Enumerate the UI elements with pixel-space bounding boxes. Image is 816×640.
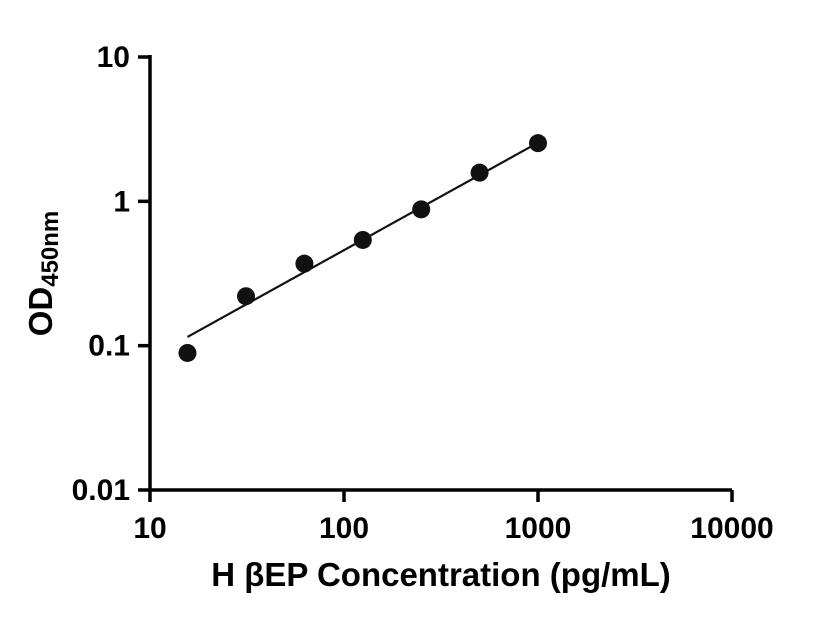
y-tick-label: 10: [97, 41, 130, 74]
data-point: [295, 254, 314, 273]
data-point: [178, 343, 197, 362]
data-point: [412, 200, 431, 219]
data-point: [237, 287, 256, 306]
y-tick-label: 1: [113, 185, 130, 218]
data-point: [470, 163, 489, 182]
x-tick-label: 1000: [505, 512, 572, 545]
data-point: [529, 134, 547, 153]
y-axis-title-main: OD: [22, 287, 59, 337]
y-tick-label: 0.1: [88, 330, 130, 363]
data-point: [353, 230, 372, 249]
y-axis-title-subscript: 450nm: [37, 211, 64, 287]
x-tick-label: 100: [319, 512, 369, 545]
x-tick-label: 10: [133, 512, 166, 545]
y-axis-title: OD450nm: [22, 211, 64, 337]
x-axis-title: H βEP Concentration (pg/mL): [211, 556, 671, 593]
y-tick-label: 0.01: [72, 474, 130, 507]
x-tick-label: 10000: [690, 512, 773, 545]
